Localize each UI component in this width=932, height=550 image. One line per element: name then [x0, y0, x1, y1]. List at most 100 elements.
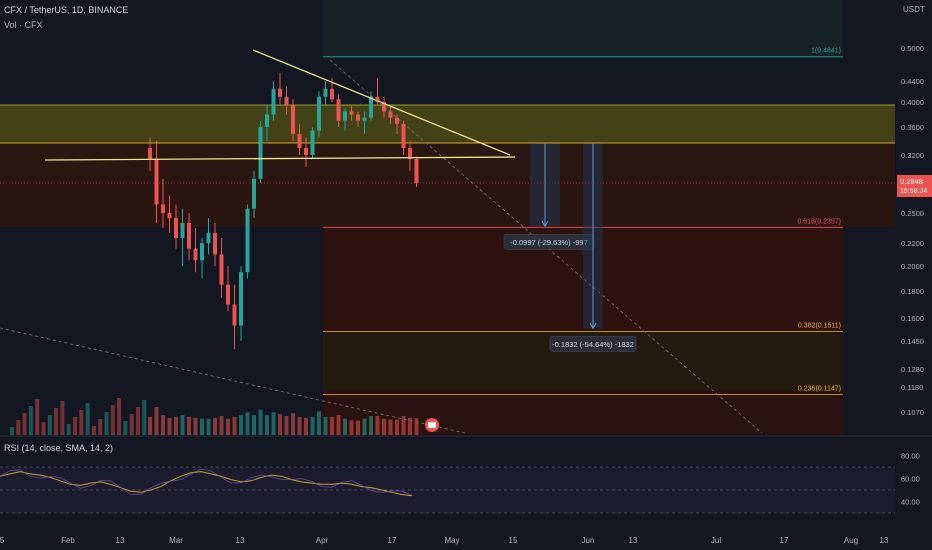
candle-body	[369, 96, 373, 118]
candle-body	[271, 88, 276, 115]
candle-body	[375, 96, 380, 102]
price-tick: 0.4400	[901, 77, 924, 86]
time-tick: Mar	[169, 536, 183, 545]
candle-body	[356, 114, 360, 121]
volume-bar	[73, 417, 77, 435]
volume-bar	[206, 418, 211, 435]
volume-bar	[245, 412, 250, 435]
time-tick: 13	[629, 536, 638, 545]
rsi-legend[interactable]: RSI (14, close, SMA, 14, 2)	[4, 443, 114, 453]
candle-body	[239, 272, 243, 326]
volume-bar	[110, 405, 115, 435]
volume-bar	[136, 407, 140, 435]
candle-body	[245, 208, 250, 273]
volume-bar	[66, 424, 71, 435]
rsi-tick: 80.00	[901, 452, 920, 461]
price-tick: 0.1450	[901, 337, 924, 346]
candle-body	[336, 99, 341, 121]
time-tick: May	[444, 536, 459, 545]
volume-bar	[317, 411, 321, 435]
candle-body	[161, 204, 165, 213]
volume-bar	[10, 427, 14, 435]
drawings: -0.0997 (-29.63%) -997 -0.1832 (-54.64%) …	[0, 49, 763, 434]
last-price-countdown: 15:58:34	[900, 188, 927, 195]
price-tick: 0.1180	[901, 383, 923, 392]
volume-bar	[330, 416, 334, 435]
volume-bar	[343, 418, 347, 435]
measure-label: -0.0997 (-29.63%) -997	[510, 238, 588, 247]
volume-bar	[123, 421, 128, 435]
volume-bar	[22, 413, 27, 435]
rsi-tick: 60.00	[901, 475, 920, 484]
price-tick: 0.5000	[901, 44, 924, 53]
horizontal-support-line	[44, 156, 516, 161]
candle-body	[167, 213, 172, 218]
volume-bar	[356, 420, 360, 435]
volume-bar	[375, 416, 380, 435]
volume-bar	[369, 416, 373, 435]
volume-bar	[117, 398, 122, 435]
symbol-title[interactable]: CFX / TetherUS, 1D, BINANCE	[4, 5, 129, 15]
price-axis[interactable]: USDT 0.5000 0.4400 0.4000 0.3600 0.3200 0.2500…	[897, 5, 932, 417]
volume-bar	[35, 399, 40, 435]
volume-bar	[104, 412, 109, 435]
price-tick: 0.2200	[901, 239, 924, 248]
volume-bar	[60, 401, 65, 435]
candle-body	[349, 111, 354, 115]
volume-bar	[349, 420, 354, 435]
volume-bar	[388, 419, 393, 435]
volume-bar	[85, 403, 90, 435]
candle-body	[187, 223, 191, 249]
volume-bar	[28, 406, 33, 435]
candles	[148, 72, 419, 350]
volume-bar	[193, 417, 198, 435]
volume-bar	[304, 417, 308, 435]
time-tick: 13	[116, 536, 125, 545]
time-tick: Jun	[582, 536, 595, 545]
fib-level-label: 0.618(0.2357)	[797, 218, 841, 225]
measure-label-box	[549, 336, 637, 352]
time-tick: Feb	[61, 536, 75, 545]
volume-bar	[154, 407, 159, 435]
time-tick: 13	[236, 536, 245, 545]
volume-bar	[362, 418, 367, 435]
volume-bar	[414, 418, 419, 435]
volume-bar	[291, 413, 295, 435]
volume-bar	[408, 417, 412, 435]
time-axis[interactable]: 5 Feb 13 Mar 13 Apr 17 May 15 Jun 13 Jul 17 Aug 13	[0, 536, 889, 545]
rsi-tick: 40.00	[901, 498, 920, 507]
time-tick: 5	[0, 536, 5, 545]
volume-bar	[79, 410, 84, 435]
price-tick: 0.2000	[901, 262, 924, 271]
time-tick: 17	[780, 536, 789, 545]
volume-bar	[129, 414, 134, 435]
candle-body	[226, 284, 230, 305]
rsi-line	[0, 468, 413, 496]
candle-body	[317, 96, 321, 131]
candle-body	[252, 178, 256, 209]
fib-zone-top	[323, 0, 843, 57]
candle-body	[388, 111, 393, 118]
candle-body	[401, 123, 406, 148]
candle-body	[200, 243, 204, 261]
volume-bar	[271, 412, 276, 435]
volume-legend[interactable]: Vol · CFX	[4, 20, 43, 30]
volume-bar	[180, 415, 185, 435]
volume-bar	[54, 408, 59, 435]
volume-bar	[265, 415, 269, 435]
currency-label: USDT	[903, 5, 925, 14]
volume-bar	[213, 417, 217, 435]
candle-body	[395, 117, 399, 124]
measure-arrowhead	[541, 221, 549, 228]
candle-body	[284, 96, 289, 106]
candle-body	[154, 158, 159, 205]
candle-body	[265, 114, 269, 127]
volume-bar	[382, 418, 386, 435]
last-price-badge	[897, 175, 932, 197]
measure-arrowhead	[589, 323, 597, 330]
volume-bar	[174, 416, 178, 435]
candle-body	[362, 117, 367, 121]
volume-bar	[239, 415, 243, 435]
price-tick: 0.3600	[901, 123, 924, 132]
